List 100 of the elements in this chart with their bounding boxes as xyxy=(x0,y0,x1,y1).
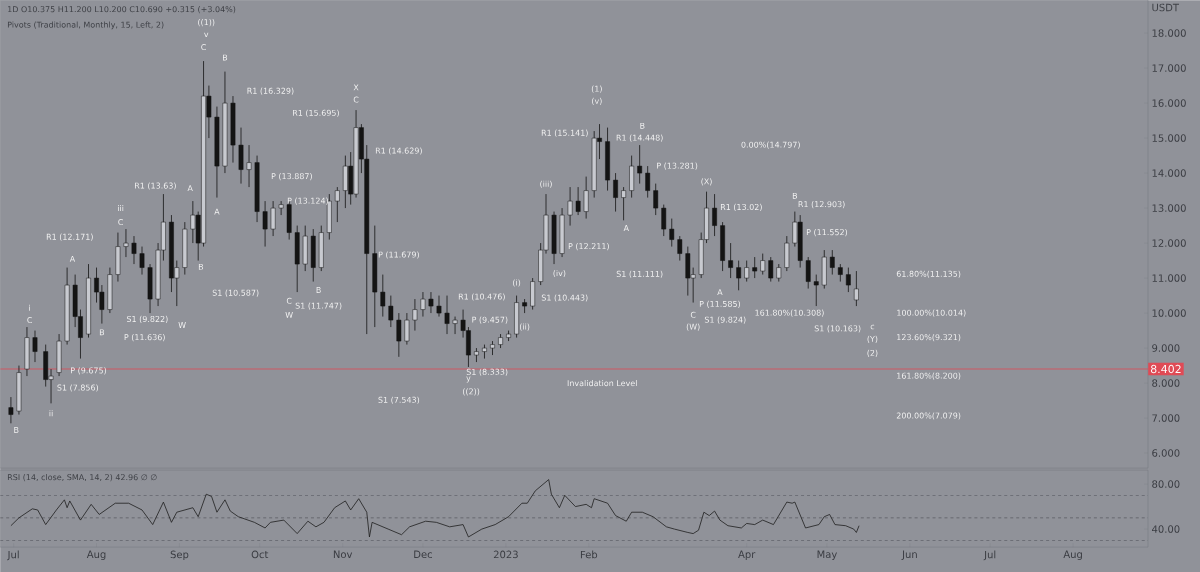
x-tick-label: Nov xyxy=(333,550,353,558)
annotation: iii xyxy=(118,204,124,212)
annotation: P (13.887) xyxy=(271,172,312,181)
y-tick-label: 15.000 xyxy=(1152,134,1186,142)
line-series xyxy=(10,479,860,538)
candlestick xyxy=(813,274,819,307)
x-tick-label: Jul xyxy=(7,550,19,561)
candlestick xyxy=(613,172,618,212)
annotation: B xyxy=(640,122,645,129)
annotation: B xyxy=(198,263,204,270)
chart-title: RSI (14, close, SMA, 14, 2) 42.96 ∅ ∅ xyxy=(7,473,157,482)
annotation: C xyxy=(118,219,123,226)
x-tick-label: Apr xyxy=(738,550,756,560)
annotation: ((1)) xyxy=(198,18,215,27)
annotation: (X) xyxy=(701,178,712,186)
y-tick-label: 40.00 xyxy=(1152,525,1180,533)
candlestick xyxy=(575,186,581,216)
annotation: (Y) xyxy=(867,335,878,343)
y-tick-label: 16.000 xyxy=(1152,99,1186,107)
candlestick xyxy=(334,186,340,223)
annotation: R1 (14.448) xyxy=(616,134,663,142)
annotation: P (11.636) xyxy=(124,333,165,342)
annotation: R1 (12.171) xyxy=(46,233,93,241)
candlestick xyxy=(845,267,851,293)
annotation: (v) xyxy=(592,97,602,105)
annotation: P (11.679) xyxy=(378,251,419,259)
annotation: i xyxy=(29,304,30,311)
candlestick xyxy=(380,274,386,317)
y-tick-label: 10.000 xyxy=(1152,309,1186,317)
annotation: R1 (16.329) xyxy=(247,87,294,95)
x-tick-label: Oct xyxy=(251,550,269,559)
annotation: S1 (10.587) xyxy=(212,289,259,297)
annotation: B xyxy=(14,427,19,433)
candlestick xyxy=(645,165,651,198)
candlestick xyxy=(760,253,766,275)
y-axis-title: USDT xyxy=(1152,3,1180,12)
candlestick xyxy=(420,291,426,317)
x-tick-label: Sep xyxy=(170,550,189,561)
annotation: (iv) xyxy=(553,269,566,278)
candlestick xyxy=(768,256,774,282)
annotation: A xyxy=(187,185,193,191)
annotation: 161.80%(8.200) xyxy=(897,372,961,380)
candlestick xyxy=(412,298,418,331)
y-tick-label: 11.000 xyxy=(1152,274,1186,282)
x-tick-label: May xyxy=(817,550,837,560)
annotation: S1 (8.333) xyxy=(466,368,508,376)
candlestick xyxy=(123,228,129,258)
annotation: A xyxy=(717,289,723,295)
annotation: P (13.281) xyxy=(657,162,698,170)
annotation: R1 (15.141) xyxy=(541,129,588,137)
annotation: A xyxy=(69,255,76,262)
x-tick-label: Aug xyxy=(1063,550,1082,560)
annotation: Invalidation Level xyxy=(567,379,637,387)
candlestick xyxy=(728,242,734,279)
annotation: R1 (13.63) xyxy=(135,182,176,190)
candlestick xyxy=(139,246,145,275)
candlestick xyxy=(853,270,859,307)
text: 1D O10.375 H11.200 L10.200 C10.690 +0.315 (+3.04%) xyxy=(8,6,236,14)
candlestick xyxy=(621,186,626,221)
annotation: ((2)) xyxy=(463,388,480,396)
candlestick xyxy=(388,295,394,328)
annotation: 61.80%(11.135) xyxy=(896,270,961,278)
y-tick-label: 80.00 xyxy=(1152,480,1180,488)
annotation: P (9.675) xyxy=(71,367,107,375)
annotation: (ii) xyxy=(519,323,530,331)
annotation: B xyxy=(222,54,228,61)
candlestick xyxy=(677,235,683,261)
candlestick xyxy=(669,218,675,247)
candlestick xyxy=(805,256,811,289)
annotation: C xyxy=(353,96,359,103)
annotation: W xyxy=(285,311,293,318)
annotation: S1 (7.543) xyxy=(378,396,420,404)
text: Pivots (Traditional, Monthly, 15, Left, 2) xyxy=(7,21,164,30)
candlestick xyxy=(396,312,402,358)
y-tick-label: 18.000 xyxy=(1152,29,1186,37)
annotation: S1 (7.856) xyxy=(57,384,99,392)
y-tick-label: 9.000 xyxy=(1152,344,1180,352)
y-tick-label: 7.000 xyxy=(1152,414,1180,422)
candlestick xyxy=(270,200,276,237)
x-tick-label: Dec xyxy=(414,550,432,558)
candlestick xyxy=(246,144,252,188)
y-tick-label: 13.000 xyxy=(1152,204,1186,212)
annotation: S1 (10.163) xyxy=(814,325,861,333)
annotation: W xyxy=(178,322,186,328)
candlestick xyxy=(444,295,450,335)
annotation: y xyxy=(466,376,471,383)
annotation: B xyxy=(792,192,798,199)
candlestick xyxy=(736,260,742,291)
annotation: R1 (12.903) xyxy=(798,200,845,209)
annotation: B xyxy=(99,329,105,336)
y-tick-label: 8.000 xyxy=(1152,379,1180,387)
annotation: C xyxy=(690,311,696,318)
candlestick xyxy=(428,291,434,314)
annotation: R1 (14.629) xyxy=(375,147,422,155)
annotation: (1) xyxy=(591,85,602,93)
y-tick-label: 6.000 xyxy=(1152,449,1180,457)
annotation: S1 (9.824) xyxy=(704,316,746,324)
candlestick xyxy=(712,193,717,237)
annotation: A xyxy=(214,208,220,215)
candlestick xyxy=(567,186,573,226)
